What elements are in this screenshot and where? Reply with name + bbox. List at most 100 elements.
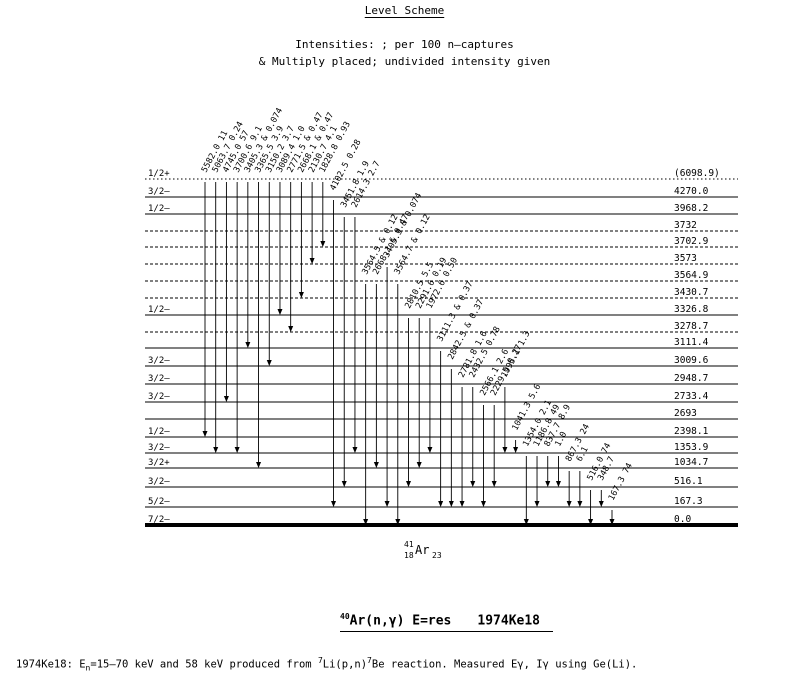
level-energy: 0.0 (674, 514, 691, 525)
level-5: 3573 (145, 253, 738, 265)
level-energy: 2948.7 (674, 373, 708, 384)
multiply-placed-note: & Multiply placed; undivided intensity g… (258, 55, 551, 68)
gamma-transition (448, 369, 454, 507)
gamma-arrow-head (577, 501, 583, 507)
level-energy: 516.1 (674, 476, 703, 487)
gamma-transition (609, 510, 615, 525)
level-3: 3732 (145, 220, 738, 232)
gamma-arrow-head (320, 241, 326, 247)
gamma-arrow-head (309, 258, 315, 264)
level-20: 7/2– 0.0 (145, 514, 738, 527)
level-spin-parity: 7/2– (148, 515, 170, 525)
gamma-transition (341, 217, 347, 487)
level-11: 3/2– 3009.6 (145, 355, 738, 367)
gamma-transition (213, 182, 219, 453)
level-2: 1/2– 3968.2 (145, 203, 738, 215)
gamma-arrow-head (363, 519, 369, 525)
gamma-transition (277, 182, 283, 315)
level-7: 3430.7 (145, 287, 738, 299)
level-energy: 1034.7 (674, 457, 708, 468)
level-spin-parity: 5/2– (148, 497, 170, 507)
gamma-arrow-head (566, 501, 572, 507)
level-17: 3/2+ 1034.7 (145, 457, 738, 469)
gamma-arrow-head (470, 481, 476, 487)
nucleus-label: 41 18 Ar 23 (404, 540, 442, 560)
level-energy: 3009.6 (674, 355, 709, 366)
level-scheme-diagram: 1/2+ (6098.9) 3/2– 4270.0 1/2– 3968.2 3732 3702… (145, 106, 738, 560)
gamma-transition (298, 182, 304, 298)
gamma-arrow-head (513, 447, 519, 453)
gamma-transition (416, 318, 422, 468)
level-16: 3/2– 1353.9 (145, 442, 738, 454)
gamma-arrow-head (341, 481, 347, 487)
gamma-arrow-head (245, 342, 251, 348)
gamma-transition (234, 182, 240, 453)
level-energy: 3326.8 (674, 304, 709, 315)
level-spin-parity: 3/2+ (148, 458, 170, 468)
level-8: 1/2– 3326.8 (145, 304, 738, 316)
gamma-arrow-head (598, 501, 604, 507)
gamma-arrow-head (223, 396, 229, 402)
gamma-arrow-head (459, 501, 465, 507)
gamma-transition (395, 284, 401, 525)
gamma-transition (480, 405, 486, 507)
level-13: 3/2– 2733.4 (145, 391, 738, 403)
target-mass-number: 40 (340, 612, 350, 621)
gamma-arrow-head (234, 447, 240, 453)
gamma-arrow-head (384, 501, 390, 507)
gamma-arrow-head (545, 481, 551, 487)
gamma-arrow-head (438, 501, 444, 507)
gamma-transition (588, 490, 594, 525)
gamma-arrow-head (395, 519, 401, 525)
reaction-text: Ar(n,γ) E=res (349, 613, 452, 629)
gamma-arrow-head (523, 519, 529, 525)
gamma-transition (373, 284, 379, 468)
gamma-arrow-head (448, 501, 454, 507)
gamma-arrow-head (480, 501, 486, 507)
gamma-transition (545, 456, 551, 487)
gamma-arrow-head (277, 309, 283, 315)
level-9: 3278.7 (145, 321, 738, 333)
gamma-transition (534, 456, 540, 507)
gamma-arrow-head (534, 501, 540, 507)
gamma-arrow-head (352, 447, 358, 453)
gamma-transition (491, 405, 497, 487)
gamma-transition (256, 182, 262, 468)
gamma-arrow-head (266, 360, 272, 366)
level-14: 2693 (145, 408, 738, 420)
level-energy: 3732 (674, 220, 697, 231)
gamma-arrow-head (331, 501, 337, 507)
level-12: 3/2– 2948.7 (145, 373, 738, 385)
gamma-transition (320, 182, 326, 247)
level-scheme-title: Level Scheme (364, 4, 445, 17)
nucleus-neutron-number: 23 (432, 551, 442, 560)
gamma-arrow-head (406, 481, 411, 487)
level-spin-parity: 1/2– (148, 204, 170, 214)
reaction-reference: 1974Ke18 (477, 613, 541, 629)
level-spin-parity: 1/2+ (148, 169, 170, 179)
gamma-arrow-head (202, 431, 208, 437)
level-energy: 3573 (674, 253, 697, 264)
level-energy: 3278.7 (674, 321, 708, 332)
gamma-transition (427, 318, 433, 453)
level-spin-parity: 1/2– (148, 305, 170, 315)
gamma-transition (363, 284, 369, 525)
nucleus-symbol: Ar (415, 543, 429, 557)
level-0: 1/2+ (6098.9) (145, 168, 738, 180)
gamma-transition (288, 182, 294, 332)
gamma-arrow-head (213, 447, 219, 453)
gamma-transition (331, 200, 337, 507)
level-energy: 3564.9 (674, 270, 709, 281)
gamma-transition (266, 182, 272, 366)
level-4: 3702.9 (145, 236, 738, 248)
gamma-transition (577, 471, 583, 507)
gamma-transition (470, 387, 476, 487)
level-19: 5/2– 167.3 (145, 496, 738, 508)
gamma-transition (598, 490, 604, 507)
gamma-transition (555, 456, 561, 487)
gamma-transition (384, 267, 390, 507)
gamma-transition (523, 456, 529, 525)
level-energy: 4270.0 (674, 186, 709, 197)
gamma-arrow-head (373, 462, 379, 468)
gamma-transition (459, 387, 465, 507)
